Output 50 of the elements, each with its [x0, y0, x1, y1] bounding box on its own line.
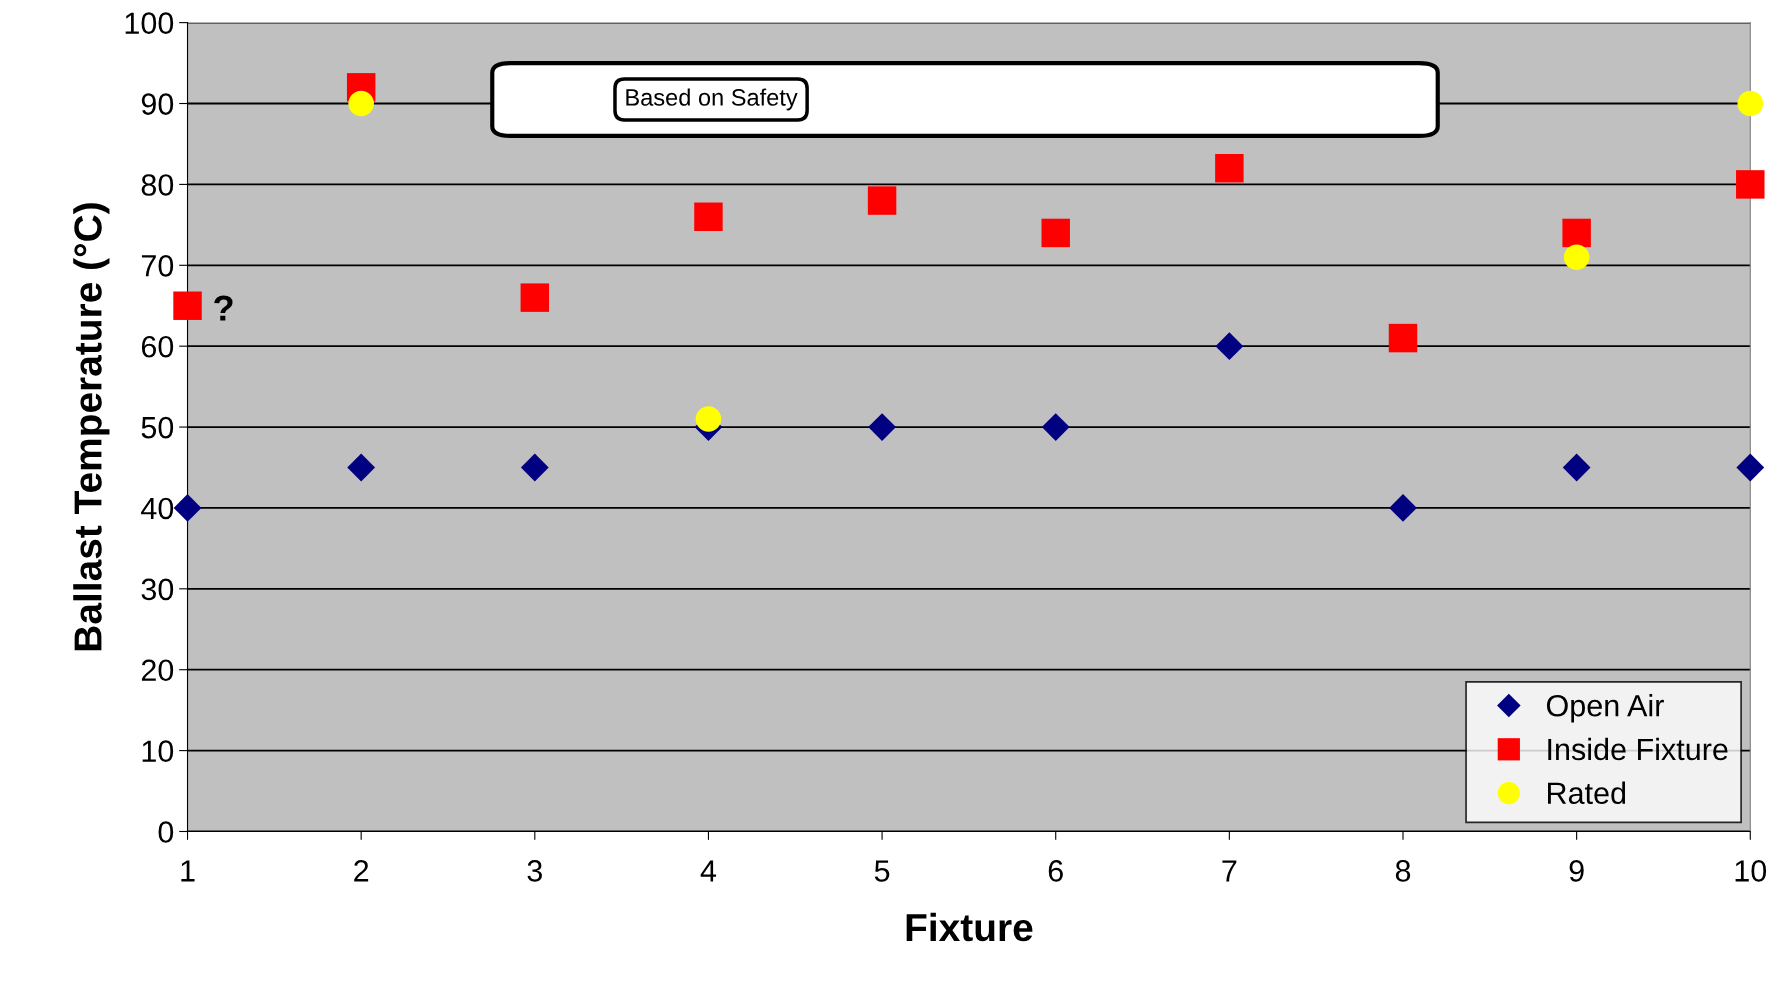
y-tick-label: 10	[142, 740, 174, 762]
point	[1562, 218, 1591, 248]
point	[1736, 453, 1765, 482]
x-tick-label: 9	[1569, 860, 1584, 882]
point	[1736, 170, 1765, 199]
point	[520, 283, 550, 312]
legend-label: Inside Fixture	[1548, 737, 1728, 761]
x-tick-label: 5	[874, 860, 890, 882]
y-tick-label: 70	[141, 255, 174, 277]
x-tick-label: 2	[354, 860, 369, 882]
y-tick-label: 20	[141, 659, 174, 682]
y-tick-label: 0	[158, 821, 174, 843]
x-tick-label: 8	[1395, 860, 1411, 882]
x-tick-label: 1	[181, 860, 195, 882]
point	[867, 186, 897, 215]
y-tick-label: 50	[141, 416, 174, 439]
point	[1041, 218, 1070, 248]
point	[348, 90, 374, 117]
x-tick-label: 6	[1048, 860, 1063, 882]
point	[347, 453, 376, 482]
y-tick-label: 100	[125, 12, 174, 34]
annotation: ?	[214, 295, 233, 321]
legend-label: Open Air	[1546, 694, 1664, 723]
point	[1563, 244, 1590, 270]
point	[173, 291, 202, 320]
x-axis-title: Fixture	[906, 912, 1033, 942]
point	[1389, 494, 1417, 522]
y-tick-label: 90	[141, 93, 174, 115]
annotation: Based on Safety	[626, 88, 798, 111]
point	[694, 202, 723, 231]
point	[1041, 413, 1070, 441]
legend-label: Rated	[1548, 781, 1626, 805]
point	[1388, 323, 1418, 353]
point	[1215, 153, 1244, 183]
y-axis-title: Ballast Temperature (°C)	[73, 203, 110, 651]
x-tick-label: 4	[700, 860, 717, 882]
y-tick-label: 40	[141, 497, 174, 520]
point	[520, 453, 549, 482]
x-tick-label: 7	[1222, 860, 1237, 882]
x-tick-label: 3	[527, 860, 542, 882]
point	[695, 406, 722, 432]
point	[1215, 332, 1244, 361]
y-tick-label: 60	[141, 335, 174, 358]
point	[1562, 453, 1591, 482]
x-tick-label: 10	[1735, 860, 1767, 882]
y-tick-label: 30	[141, 578, 174, 601]
point	[868, 413, 896, 441]
point	[173, 494, 202, 522]
y-tick-label: 80	[141, 174, 174, 196]
point	[1737, 90, 1764, 117]
